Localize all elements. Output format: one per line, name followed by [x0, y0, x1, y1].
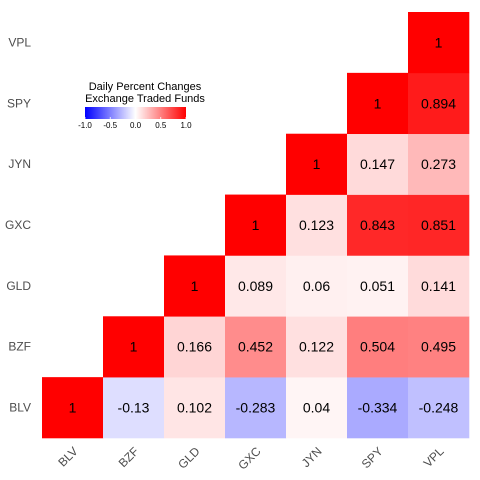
cell-gld-blv	[164, 377, 226, 439]
legend-title-line2: Exchange Traded Funds	[85, 93, 205, 105]
cell-value-vpl-jyn: 0.273	[421, 156, 456, 172]
x-tick-gld: GLD	[175, 444, 203, 472]
legend-tick-label: 0.0	[130, 121, 142, 130]
legend-tick-label: 0.5	[155, 121, 167, 130]
y-tick-jyn: JYN	[8, 157, 31, 171]
legend-tick-label: 1.0	[180, 121, 192, 130]
cell-vpl-bzf	[408, 316, 470, 378]
cell-value-vpl-gxc: 0.851	[421, 217, 456, 233]
cell-value-gld-blv: 0.102	[177, 400, 212, 416]
color-legend: Daily Percent Changes Exchange Traded Fu…	[78, 81, 205, 130]
cell-value-jyn-jyn: 1	[313, 156, 321, 172]
heatmap-cells	[42, 12, 470, 439]
cell-vpl-spy	[408, 72, 470, 135]
heatmap-value-labels: 1 -0.13 1 0.102 0.166 1 -0.283 0.452 0.089 1 0.04 0…	[69, 34, 459, 415]
cell-jyn-gld	[286, 255, 348, 317]
cell-value-spy-gld: 0.051	[360, 278, 395, 294]
cell-value-vpl-vpl: 1	[435, 34, 443, 50]
y-tick-bzf: BZF	[8, 340, 31, 354]
cell-spy-gld	[347, 255, 409, 317]
y-tick-gld: GLD	[6, 279, 31, 293]
cell-jyn-jyn	[286, 133, 348, 195]
cell-value-vpl-gld: 0.141	[421, 278, 456, 294]
cell-vpl-gxc	[408, 194, 470, 256]
cell-bzf-bzf	[103, 316, 165, 378]
cell-gxc-bzf	[225, 316, 287, 378]
x-tick-spy: SPY	[359, 444, 386, 471]
cell-value-spy-spy: 1	[374, 95, 382, 111]
cell-gxc-gld	[225, 255, 287, 317]
cell-spy-gxc	[347, 194, 409, 256]
cell-value-gxc-blv: -0.283	[236, 400, 276, 416]
cell-blv-blv	[42, 377, 104, 439]
x-tick-blv: BLV	[55, 444, 80, 469]
cell-value-gxc-gld: 0.089	[238, 278, 273, 294]
cell-vpl-blv	[408, 377, 470, 439]
y-tick-vpl: VPL	[8, 35, 31, 49]
cell-value-gxc-bzf: 0.452	[238, 339, 273, 355]
y-tick-blv: BLV	[9, 401, 31, 415]
cell-value-spy-jyn: 0.147	[360, 156, 395, 172]
cell-value-gxc-gxc: 1	[252, 217, 260, 233]
cell-value-bzf-bzf: 1	[130, 339, 138, 355]
legend-tick-label: -0.5	[103, 121, 117, 130]
cell-value-blv-blv: 1	[69, 400, 77, 416]
cell-jyn-gxc	[286, 194, 348, 256]
cell-gld-gld	[164, 255, 226, 317]
cell-gxc-blv	[225, 377, 287, 439]
cell-spy-bzf	[347, 316, 409, 378]
legend-tick-label: -1.0	[78, 121, 92, 130]
x-axis-ticks: BLV BZF GLD GXC JYN SPY VPL	[55, 444, 447, 473]
cell-vpl-gld	[408, 255, 470, 317]
y-tick-gxc: GXC	[5, 218, 31, 232]
cell-value-jyn-gld: 0.06	[303, 278, 330, 294]
y-axis-ticks: BLV BZF GLD GXC JYN SPY VPL	[5, 35, 31, 414]
cell-value-vpl-spy: 0.894	[421, 95, 456, 111]
cell-spy-spy	[347, 72, 409, 135]
y-tick-spy: SPY	[7, 96, 31, 110]
legend-ticks: -1.0 -0.5 0.0 0.5 1.0	[78, 117, 192, 130]
cell-value-vpl-blv: -0.248	[419, 400, 459, 416]
legend-title-line1: Daily Percent Changes	[89, 81, 202, 93]
cell-value-spy-gxc: 0.843	[360, 217, 395, 233]
x-tick-vpl: VPL	[421, 444, 447, 470]
cell-bzf-blv	[103, 377, 165, 439]
cell-gld-bzf	[164, 316, 226, 378]
cell-value-gld-bzf: 0.166	[177, 339, 212, 355]
cell-jyn-bzf	[286, 316, 348, 378]
cell-value-vpl-bzf: 0.495	[421, 339, 456, 355]
cell-spy-blv	[347, 377, 409, 439]
cell-gxc-gxc	[225, 194, 287, 256]
cell-value-bzf-blv: -0.13	[118, 400, 150, 416]
cell-value-gld-gld: 1	[191, 278, 199, 294]
x-tick-bzf: BZF	[116, 444, 142, 470]
cell-value-jyn-bzf: 0.122	[299, 339, 334, 355]
cell-jyn-blv	[286, 377, 348, 439]
cell-value-spy-bzf: 0.504	[360, 339, 395, 355]
cell-value-spy-blv: -0.334	[358, 400, 398, 416]
legend-color-bar	[85, 107, 186, 119]
x-tick-gxc: GXC	[235, 444, 264, 473]
cell-vpl-vpl	[408, 12, 470, 74]
cell-vpl-jyn	[408, 133, 470, 195]
cell-value-jyn-gxc: 0.123	[299, 217, 334, 233]
cell-value-jyn-blv: 0.04	[303, 400, 330, 416]
cell-spy-jyn	[347, 133, 409, 195]
x-tick-jyn: JYN	[299, 444, 325, 470]
